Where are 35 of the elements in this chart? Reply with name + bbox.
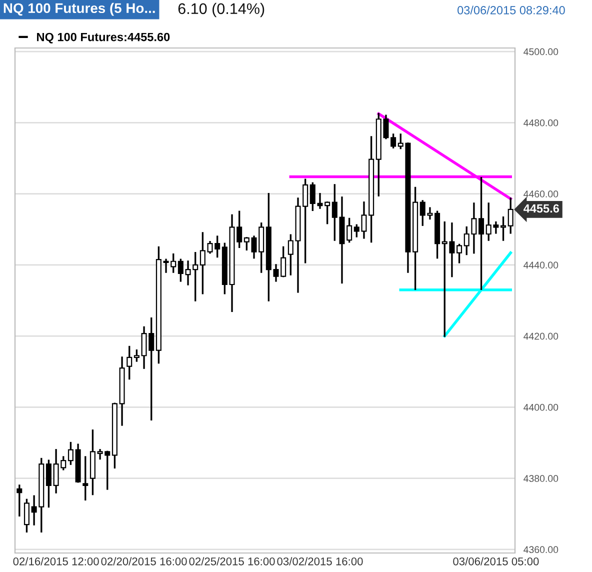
- candlestick: [134, 349, 140, 362]
- y-tick-label: 4380.00: [524, 475, 558, 482]
- y-tick-label: 4500.00: [524, 48, 558, 56]
- x-tick-label: 03/02/2015 16:00: [277, 557, 363, 566]
- x-tick-label: 02/20/2015 16:00: [101, 557, 187, 566]
- candlestick: [178, 258, 184, 282]
- candlestick: [500, 216, 506, 241]
- x-tick-label: 02/25/2015 16:00: [189, 557, 275, 566]
- y-tick-label: 4400.00: [524, 404, 558, 411]
- chart-subtitle: 6.10 (0.14%): [178, 2, 264, 18]
- candlestick: [508, 198, 514, 234]
- candlestick: [346, 218, 352, 243]
- candlestick: [478, 176, 484, 290]
- text: 03/06/2015 08:29:40: [458, 6, 565, 14]
- candlestick: [82, 456, 88, 500]
- legend-label: NQ 100 Futures:4455.60: [37, 32, 170, 44]
- candlestick: [68, 442, 74, 465]
- text: 4455.6: [524, 204, 560, 213]
- x-tick-label: 03/06/2015 05:00: [453, 557, 539, 566]
- candlestick: [302, 178, 308, 264]
- candlestick: [200, 232, 206, 294]
- candlestick: [456, 244, 462, 264]
- candlestick: [126, 346, 132, 380]
- y-tick-label: 4440.00: [524, 262, 558, 269]
- x-tick-label: 02/16/2015 12:00: [13, 557, 99, 566]
- y-tick-label: 4420.00: [524, 332, 558, 340]
- chart-title: NQ 100 Futures (5 Ho...: [4, 2, 155, 16]
- y-tick-label: 4460.00: [524, 190, 558, 198]
- candlestick: [324, 202, 330, 224]
- y-tick-label: 4480.00: [524, 119, 558, 126]
- candlestick: [46, 460, 52, 508]
- y-tick-label: 4360.00: [524, 546, 558, 554]
- candlestick: [16, 484, 22, 516]
- candlestick: [24, 498, 30, 532]
- candlestick: [390, 134, 396, 148]
